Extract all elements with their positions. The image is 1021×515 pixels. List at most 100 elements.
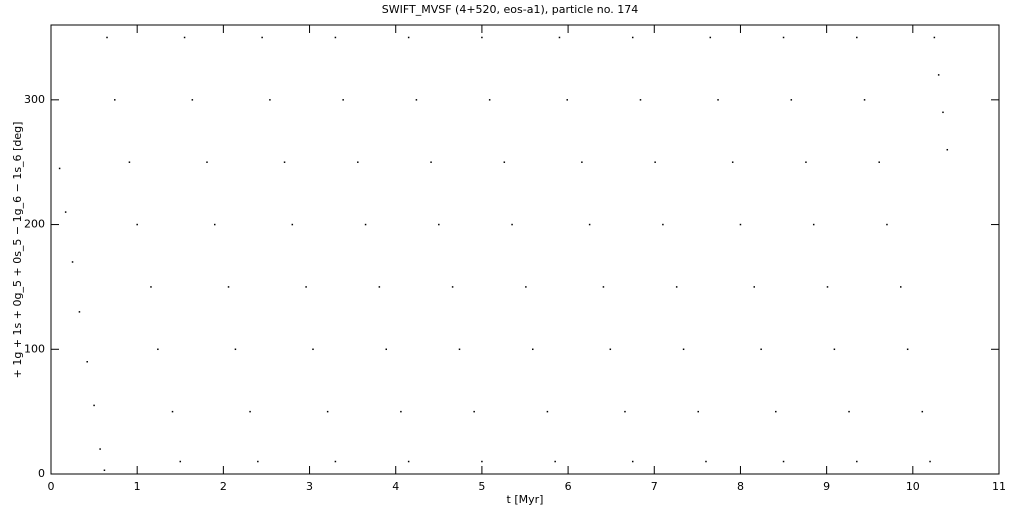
point <box>863 99 866 101</box>
point <box>438 223 440 226</box>
x-tick-label: 6 <box>565 480 572 493</box>
point <box>709 36 712 39</box>
point <box>942 111 944 114</box>
point <box>473 410 475 413</box>
point <box>430 161 432 163</box>
y-axis-label: + 1g + 1s + 0g_5 + 0s_5 − 1g_6 − 1s_6 [d… <box>11 122 24 379</box>
x-tick-label: 0 <box>48 480 55 493</box>
point <box>312 348 314 351</box>
point <box>305 286 307 288</box>
x-tick-label: 2 <box>220 480 227 493</box>
point <box>554 460 556 463</box>
point <box>128 161 131 163</box>
point <box>378 286 381 288</box>
point <box>675 286 678 288</box>
point <box>739 223 742 226</box>
point <box>400 410 402 413</box>
point <box>826 286 829 288</box>
point <box>511 223 513 226</box>
point <box>114 99 116 101</box>
point <box>488 99 491 101</box>
point <box>58 167 61 170</box>
point <box>227 286 230 288</box>
point <box>631 460 634 463</box>
point <box>805 161 807 163</box>
point <box>782 460 785 463</box>
point <box>150 286 152 288</box>
point <box>705 460 707 463</box>
point <box>833 348 836 351</box>
point <box>558 36 561 39</box>
x-tick-label: 10 <box>906 480 920 493</box>
point <box>812 223 815 226</box>
point <box>717 99 719 101</box>
point <box>682 348 685 351</box>
point <box>906 348 909 351</box>
point <box>103 469 106 472</box>
point <box>946 148 949 151</box>
point <box>86 361 88 363</box>
point <box>326 410 329 413</box>
point <box>662 223 664 226</box>
point <box>261 36 263 39</box>
point <box>753 286 755 288</box>
x-tick-label: 7 <box>651 480 658 493</box>
x-tick-label: 8 <box>737 480 744 493</box>
point <box>283 161 286 163</box>
point <box>856 36 858 39</box>
point <box>291 223 294 226</box>
point <box>654 161 656 163</box>
point <box>385 348 387 351</box>
x-tick-label: 5 <box>478 480 485 493</box>
point <box>937 74 940 76</box>
point <box>99 448 101 450</box>
x-tick-label: 9 <box>823 480 830 493</box>
point <box>921 410 924 413</box>
point <box>790 99 793 101</box>
point <box>458 348 461 351</box>
y-tick-label: 300 <box>24 93 45 106</box>
point <box>775 410 777 413</box>
point <box>407 36 410 39</box>
x-tick-label: 3 <box>306 480 313 493</box>
point <box>697 410 699 413</box>
y-tick-label: 100 <box>24 342 45 355</box>
point <box>481 36 483 39</box>
point <box>157 348 159 351</box>
point <box>760 348 762 351</box>
y-tick-label: 200 <box>24 218 45 231</box>
point <box>631 36 634 39</box>
point <box>106 36 108 39</box>
point <box>213 223 216 226</box>
x-axis-label: t [Myr] <box>507 493 544 506</box>
point <box>609 348 612 351</box>
point <box>334 36 337 39</box>
point <box>451 286 454 288</box>
point <box>581 161 583 163</box>
point <box>900 286 902 288</box>
point <box>71 261 74 263</box>
x-tick-label: 1 <box>134 480 141 493</box>
point <box>334 460 337 463</box>
point <box>364 223 367 226</box>
point <box>234 348 237 351</box>
point <box>731 161 734 163</box>
point <box>639 99 642 101</box>
point <box>503 161 506 163</box>
point <box>171 410 174 413</box>
point <box>183 36 186 39</box>
point <box>179 460 182 463</box>
plot-frame <box>50 24 1000 475</box>
point <box>407 460 410 463</box>
x-tick-label: 11 <box>992 480 1006 493</box>
point <box>933 36 936 39</box>
point <box>602 286 605 288</box>
point <box>206 161 208 163</box>
point <box>191 99 194 101</box>
point <box>481 460 483 463</box>
point <box>415 99 418 101</box>
point <box>566 99 568 101</box>
point <box>64 211 67 213</box>
point <box>929 460 931 463</box>
